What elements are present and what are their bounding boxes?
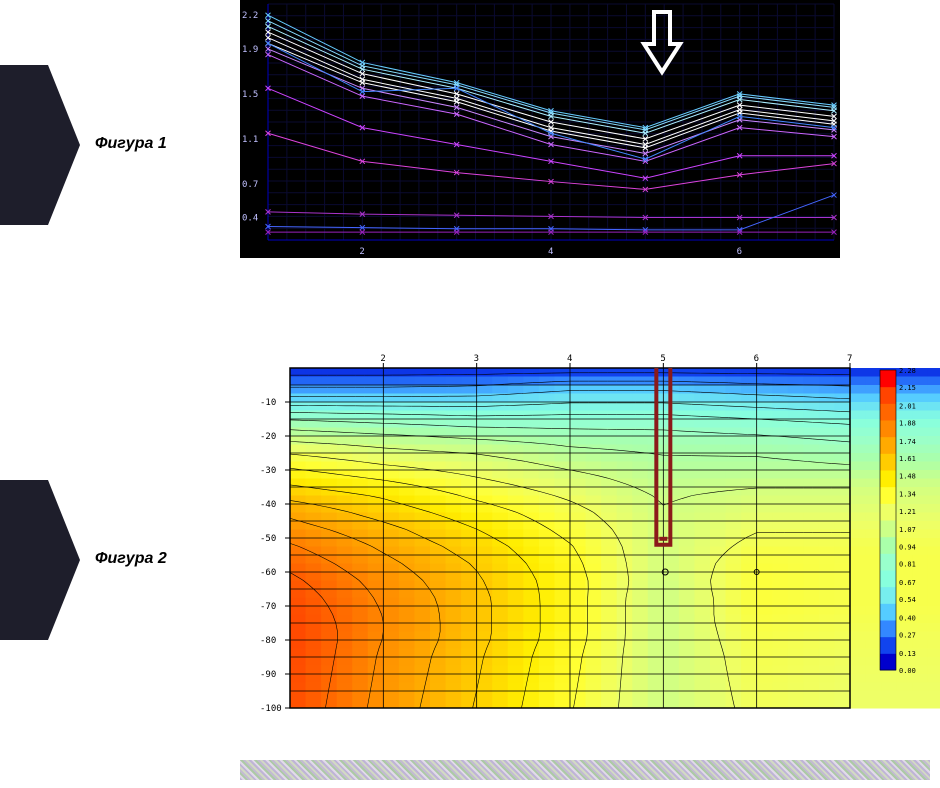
svg-text:0.13: 0.13 bbox=[899, 650, 916, 658]
svg-text:1.07: 1.07 bbox=[899, 526, 916, 534]
svg-text:1.9: 1.9 bbox=[242, 45, 258, 55]
svg-text:-60: -60 bbox=[260, 568, 276, 578]
pentagon-shape-1 bbox=[0, 65, 80, 225]
svg-text:1.88: 1.88 bbox=[899, 420, 916, 428]
arrow-down-icon bbox=[640, 8, 684, 78]
svg-text:0.94: 0.94 bbox=[899, 543, 916, 551]
chart2-contour-plot: 2 3 4 5 6 7 -10 -20 -30 -40 -50 -60 -70 -80 -90 -100 2.2… bbox=[240, 350, 940, 730]
svg-text:7: 7 bbox=[847, 354, 852, 364]
figure1-label: Фигура 1 bbox=[95, 135, 167, 153]
svg-text:0.27: 0.27 bbox=[899, 631, 916, 639]
svg-text:4: 4 bbox=[548, 247, 553, 257]
svg-text:1.34: 1.34 bbox=[899, 491, 916, 499]
svg-text:2: 2 bbox=[380, 354, 385, 364]
svg-text:1.61: 1.61 bbox=[899, 455, 916, 463]
svg-text:1.1: 1.1 bbox=[242, 135, 258, 145]
svg-text:-20: -20 bbox=[260, 432, 276, 442]
svg-text:0.00: 0.00 bbox=[899, 667, 916, 675]
chart1-line-plot: 0.4 0.7 1.1 1.5 1.9 2.2 2 4 6 bbox=[240, 0, 840, 258]
svg-text:1.48: 1.48 bbox=[899, 472, 916, 480]
svg-text:1.5: 1.5 bbox=[242, 90, 258, 100]
svg-text:2: 2 bbox=[359, 247, 364, 257]
svg-text:-40: -40 bbox=[260, 500, 276, 510]
svg-text:2.01: 2.01 bbox=[899, 403, 916, 411]
chart2-svg: 2 3 4 5 6 7 -10 -20 -30 -40 -50 -60 -70 -80 -90 -100 2.2… bbox=[240, 350, 940, 730]
svg-text:-10: -10 bbox=[260, 398, 276, 408]
svg-text:-100: -100 bbox=[260, 704, 282, 714]
svg-text:4: 4 bbox=[567, 354, 572, 364]
svg-text:-50: -50 bbox=[260, 534, 276, 544]
svg-text:0.67: 0.67 bbox=[899, 579, 916, 587]
svg-text:6: 6 bbox=[737, 247, 742, 257]
svg-text:0.81: 0.81 bbox=[899, 560, 916, 568]
svg-text:1.21: 1.21 bbox=[899, 508, 916, 516]
svg-text:1.74: 1.74 bbox=[899, 438, 916, 446]
svg-text:2.15: 2.15 bbox=[899, 384, 916, 392]
svg-text:2.2: 2.2 bbox=[242, 11, 258, 21]
figure2-label: Фигура 2 bbox=[95, 550, 167, 568]
svg-text:5: 5 bbox=[660, 354, 665, 364]
svg-text:-70: -70 bbox=[260, 602, 276, 612]
chart1-svg: 0.4 0.7 1.1 1.5 1.9 2.2 2 4 6 bbox=[240, 0, 840, 258]
svg-text:-90: -90 bbox=[260, 670, 276, 680]
svg-text:6: 6 bbox=[754, 354, 759, 364]
svg-text:2.28: 2.28 bbox=[899, 367, 916, 375]
svg-text:0.7: 0.7 bbox=[242, 180, 258, 190]
svg-text:0.4: 0.4 bbox=[242, 214, 258, 224]
svg-text:0.54: 0.54 bbox=[899, 596, 916, 604]
svg-text:0.40: 0.40 bbox=[899, 614, 916, 622]
svg-text:-80: -80 bbox=[260, 636, 276, 646]
pentagon-shape-2 bbox=[0, 480, 80, 640]
noise-strip bbox=[240, 760, 930, 780]
svg-text:3: 3 bbox=[474, 354, 479, 364]
svg-text:-30: -30 bbox=[260, 466, 276, 476]
